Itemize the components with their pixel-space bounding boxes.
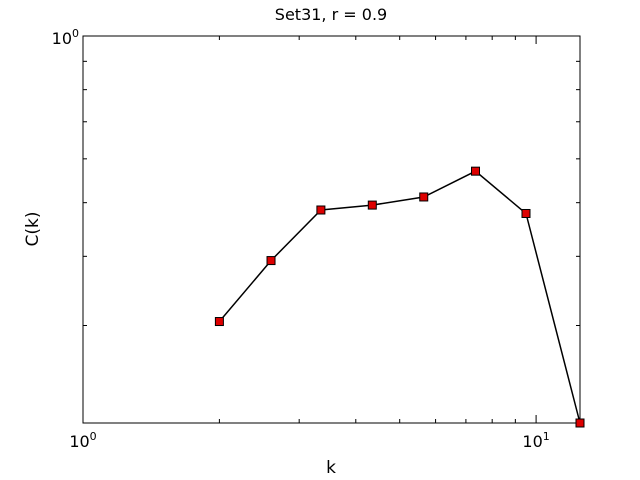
- tick-labels: 100 101 100: [52, 27, 550, 451]
- axis-ticks: [82, 35, 580, 424]
- data-point-marker: [419, 192, 429, 202]
- x-tick-label: 100: [69, 430, 96, 451]
- x-tick-label: 101: [522, 430, 549, 451]
- data-point-marker: [367, 200, 377, 210]
- data-point-marker: [266, 256, 276, 266]
- y-tick-label: 100: [52, 27, 79, 48]
- series-line: [218, 170, 581, 424]
- series-group: [214, 166, 585, 428]
- data-point-marker: [575, 418, 585, 428]
- y-axis-label: C(k): [23, 212, 43, 247]
- data-point-marker: [471, 166, 481, 176]
- x-axis-label: k: [326, 458, 336, 478]
- plot-area: [82, 35, 581, 424]
- data-point-marker: [521, 208, 531, 218]
- data-point-marker: [214, 317, 224, 327]
- data-point-marker: [316, 205, 326, 215]
- chart-title: Set31, r = 0.9: [275, 5, 387, 24]
